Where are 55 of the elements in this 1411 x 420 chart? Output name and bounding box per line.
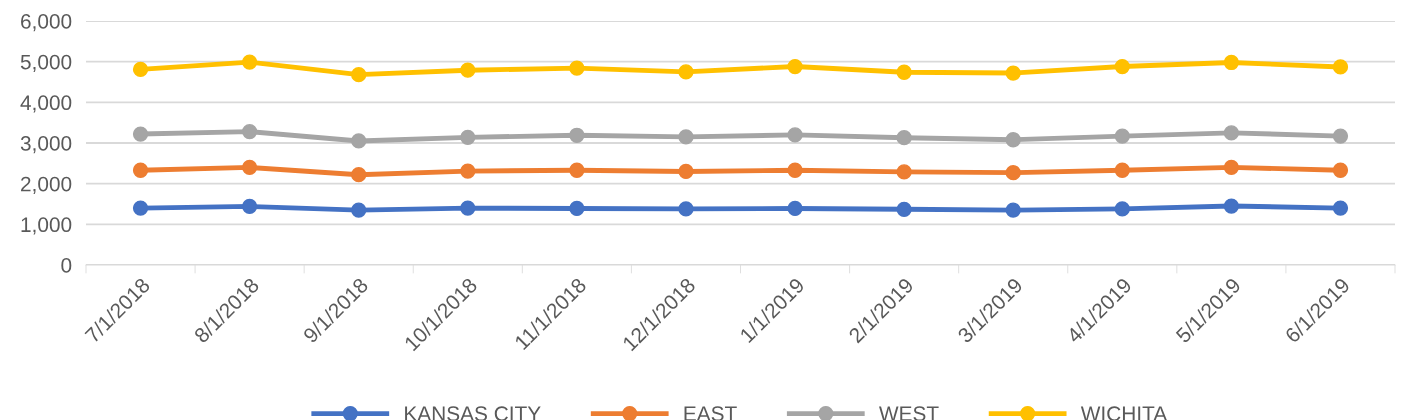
point [1332,200,1349,216]
y-tick-label: 5,000 [20,54,72,72]
point [1005,202,1021,218]
point [1332,128,1349,144]
point [678,201,694,217]
y-tick-label: 4,000 [20,95,72,113]
point [1114,58,1130,75]
y-tick-label: 0 [61,258,72,273]
point [460,62,476,78]
point [1114,162,1130,178]
point [787,58,803,75]
point [787,162,803,178]
y-tick-label: 3,000 [20,136,72,154]
point [678,64,694,80]
point [351,202,367,218]
point [569,162,585,178]
point [132,61,149,78]
point [241,198,258,215]
point [1223,198,1240,214]
point [1223,54,1240,71]
point [1223,125,1240,141]
point [896,201,912,217]
point [241,123,258,140]
point [787,200,803,217]
point [241,159,258,176]
point [896,64,912,80]
point [460,163,476,179]
point [132,200,149,216]
point [1005,132,1021,148]
point [1114,128,1130,144]
y-tick-label: 2,000 [21,176,72,194]
point [1332,162,1349,178]
point [896,130,912,146]
point [569,127,585,143]
point [678,163,694,180]
y-tick-label: 6,000 [21,14,72,32]
point [1005,65,1021,81]
point [460,200,476,216]
point [460,129,476,145]
point [132,162,149,178]
point [569,60,585,76]
point [1114,201,1130,217]
point [351,133,367,149]
point [1223,159,1240,176]
point [896,164,912,180]
point [1005,165,1021,181]
point [1332,59,1349,75]
y-tick-label: 1,000 [21,217,72,235]
point [351,67,367,83]
point [132,126,149,142]
point [678,129,694,145]
point [241,54,258,70]
point [569,200,585,217]
point [787,127,803,143]
point [351,167,367,183]
